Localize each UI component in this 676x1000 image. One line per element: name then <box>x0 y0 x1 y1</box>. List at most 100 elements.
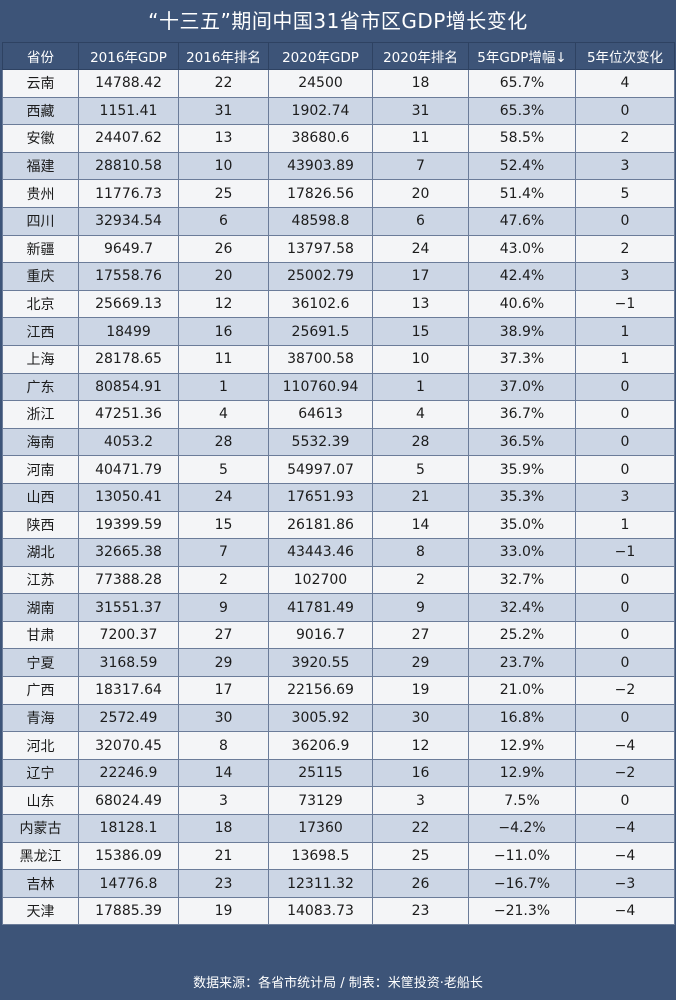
rank-change-cell: −3 <box>575 869 675 898</box>
province-cell: 湖南 <box>2 593 79 622</box>
table-row: 宁夏 3168.59 29 3920.55 29 23.7% 0 <box>2 648 675 678</box>
rank-change-cell: 0 <box>575 427 675 457</box>
rank-2020-cell: 30 <box>372 703 469 733</box>
header-rank-change[interactable]: 5年位次变化 <box>575 42 675 70</box>
rank-2020-cell: 14 <box>372 510 469 540</box>
table-row: 西藏 1151.41 31 1902.74 31 65.3% 0 <box>2 96 675 126</box>
growth-cell: 37.0% <box>468 372 576 402</box>
rank-change-cell: 0 <box>575 593 675 622</box>
province-cell: 辽宁 <box>2 758 79 788</box>
header-rank-2020[interactable]: 2020年排名 <box>372 42 469 70</box>
rank-change-cell: 2 <box>575 124 675 153</box>
rank-2016-cell: 29 <box>178 648 269 678</box>
rank-2016-cell: 17 <box>178 676 269 705</box>
table-row: 湖北 32665.38 7 43443.46 8 33.0% −1 <box>2 538 675 567</box>
growth-cell: 37.3% <box>468 344 576 374</box>
table-row: 山西 13050.41 24 17651.93 21 35.3% 3 <box>2 482 675 512</box>
rank-2016-cell: 14 <box>178 758 269 788</box>
province-cell: 北京 <box>2 289 79 319</box>
rank-change-cell: 0 <box>575 620 675 650</box>
rank-2016-cell: 7 <box>178 538 269 567</box>
gdp-2016-cell: 32934.54 <box>78 206 179 236</box>
table-row: 云南 14788.42 22 24500 18 65.7% 4 <box>2 69 675 98</box>
rank-2020-cell: 1 <box>372 372 469 402</box>
growth-cell: 42.4% <box>468 262 576 291</box>
rank-2020-cell: 27 <box>372 620 469 650</box>
rank-2020-cell: 22 <box>372 814 469 843</box>
rank-change-cell: 0 <box>575 400 675 429</box>
rank-2016-cell: 1 <box>178 372 269 402</box>
rank-2020-cell: 9 <box>372 593 469 622</box>
header-gdp-2016[interactable]: 2016年GDP <box>78 42 179 70</box>
table-row: 河南 40471.79 5 54997.07 5 35.9% 0 <box>2 455 675 484</box>
gdp-2020-cell: 13698.5 <box>268 841 373 871</box>
province-cell: 湖北 <box>2 538 79 567</box>
rank-change-cell: 3 <box>575 151 675 181</box>
header-rank-2016[interactable]: 2016年排名 <box>178 42 269 70</box>
growth-cell: 65.7% <box>468 69 576 98</box>
growth-cell: 25.2% <box>468 620 576 650</box>
rank-change-cell: −2 <box>575 676 675 705</box>
growth-cell: 52.4% <box>468 151 576 181</box>
gdp-2020-cell: 25002.79 <box>268 262 373 291</box>
province-cell: 四川 <box>2 206 79 236</box>
table-row: 辽宁 22246.9 14 25115 16 12.9% −2 <box>2 758 675 788</box>
growth-cell: 65.3% <box>468 96 576 126</box>
gdp-2016-cell: 68024.49 <box>78 786 179 816</box>
province-cell: 重庆 <box>2 262 79 291</box>
rank-2020-cell: 16 <box>372 758 469 788</box>
gdp-2020-cell: 3920.55 <box>268 648 373 678</box>
table-row: 山东 68024.49 3 73129 3 7.5% 0 <box>2 786 675 816</box>
gdp-2020-cell: 41781.49 <box>268 593 373 622</box>
gdp-2020-cell: 36102.6 <box>268 289 373 319</box>
table-row: 新疆 9649.7 26 13797.58 24 43.0% 2 <box>2 234 675 264</box>
gdp-table-container: 省份 2016年GDP 2016年排名 2020年GDP 2020年排名 5年G… <box>2 42 675 926</box>
rank-change-cell: 3 <box>575 262 675 291</box>
rank-2016-cell: 2 <box>178 565 269 595</box>
gdp-2020-cell: 14083.73 <box>268 896 373 926</box>
rank-2016-cell: 21 <box>178 841 269 871</box>
growth-cell: −16.7% <box>468 869 576 898</box>
table-row: 四川 32934.54 6 48598.8 6 47.6% 0 <box>2 206 675 236</box>
gdp-2016-cell: 28178.65 <box>78 344 179 374</box>
gdp-2016-cell: 77388.28 <box>78 565 179 595</box>
gdp-2016-cell: 32665.38 <box>78 538 179 567</box>
growth-cell: 40.6% <box>468 289 576 319</box>
province-cell: 浙江 <box>2 400 79 429</box>
header-growth-5yr[interactable]: 5年GDP增幅↓ <box>468 42 576 70</box>
gdp-2020-cell: 48598.8 <box>268 206 373 236</box>
gdp-2020-cell: 38680.6 <box>268 124 373 153</box>
header-gdp-2020[interactable]: 2020年GDP <box>268 42 373 70</box>
rank-2020-cell: 28 <box>372 427 469 457</box>
table-row: 甘肃 7200.37 27 9016.7 27 25.2% 0 <box>2 620 675 650</box>
growth-cell: 58.5% <box>468 124 576 153</box>
growth-cell: 35.3% <box>468 482 576 512</box>
table-row: 浙江 47251.36 4 64613 4 36.7% 0 <box>2 400 675 429</box>
growth-cell: 21.0% <box>468 676 576 705</box>
rank-change-cell: 0 <box>575 786 675 816</box>
growth-cell: −4.2% <box>468 814 576 843</box>
rank-change-cell: −2 <box>575 758 675 788</box>
rank-change-cell: 1 <box>575 344 675 374</box>
rank-2016-cell: 25 <box>178 179 269 208</box>
table-row: 福建 28810.58 10 43903.89 7 52.4% 3 <box>2 151 675 181</box>
province-cell: 福建 <box>2 151 79 181</box>
gdp-2016-cell: 40471.79 <box>78 455 179 484</box>
table-row: 陕西 19399.59 15 26181.86 14 35.0% 1 <box>2 510 675 540</box>
header-province[interactable]: 省份 <box>2 42 79 70</box>
rank-2016-cell: 19 <box>178 896 269 926</box>
province-cell: 山西 <box>2 482 79 512</box>
gdp-2016-cell: 80854.91 <box>78 372 179 402</box>
rank-change-cell: 0 <box>575 455 675 484</box>
growth-cell: 32.4% <box>468 593 576 622</box>
rank-change-cell: −4 <box>575 841 675 871</box>
province-cell: 安徽 <box>2 124 79 153</box>
gdp-2020-cell: 64613 <box>268 400 373 429</box>
gdp-2016-cell: 24407.62 <box>78 124 179 153</box>
gdp-2020-cell: 25115 <box>268 758 373 788</box>
rank-2020-cell: 19 <box>372 676 469 705</box>
gdp-2020-cell: 12311.32 <box>268 869 373 898</box>
rank-change-cell: 0 <box>575 703 675 733</box>
rank-2016-cell: 5 <box>178 455 269 484</box>
province-cell: 黑龙江 <box>2 841 79 871</box>
